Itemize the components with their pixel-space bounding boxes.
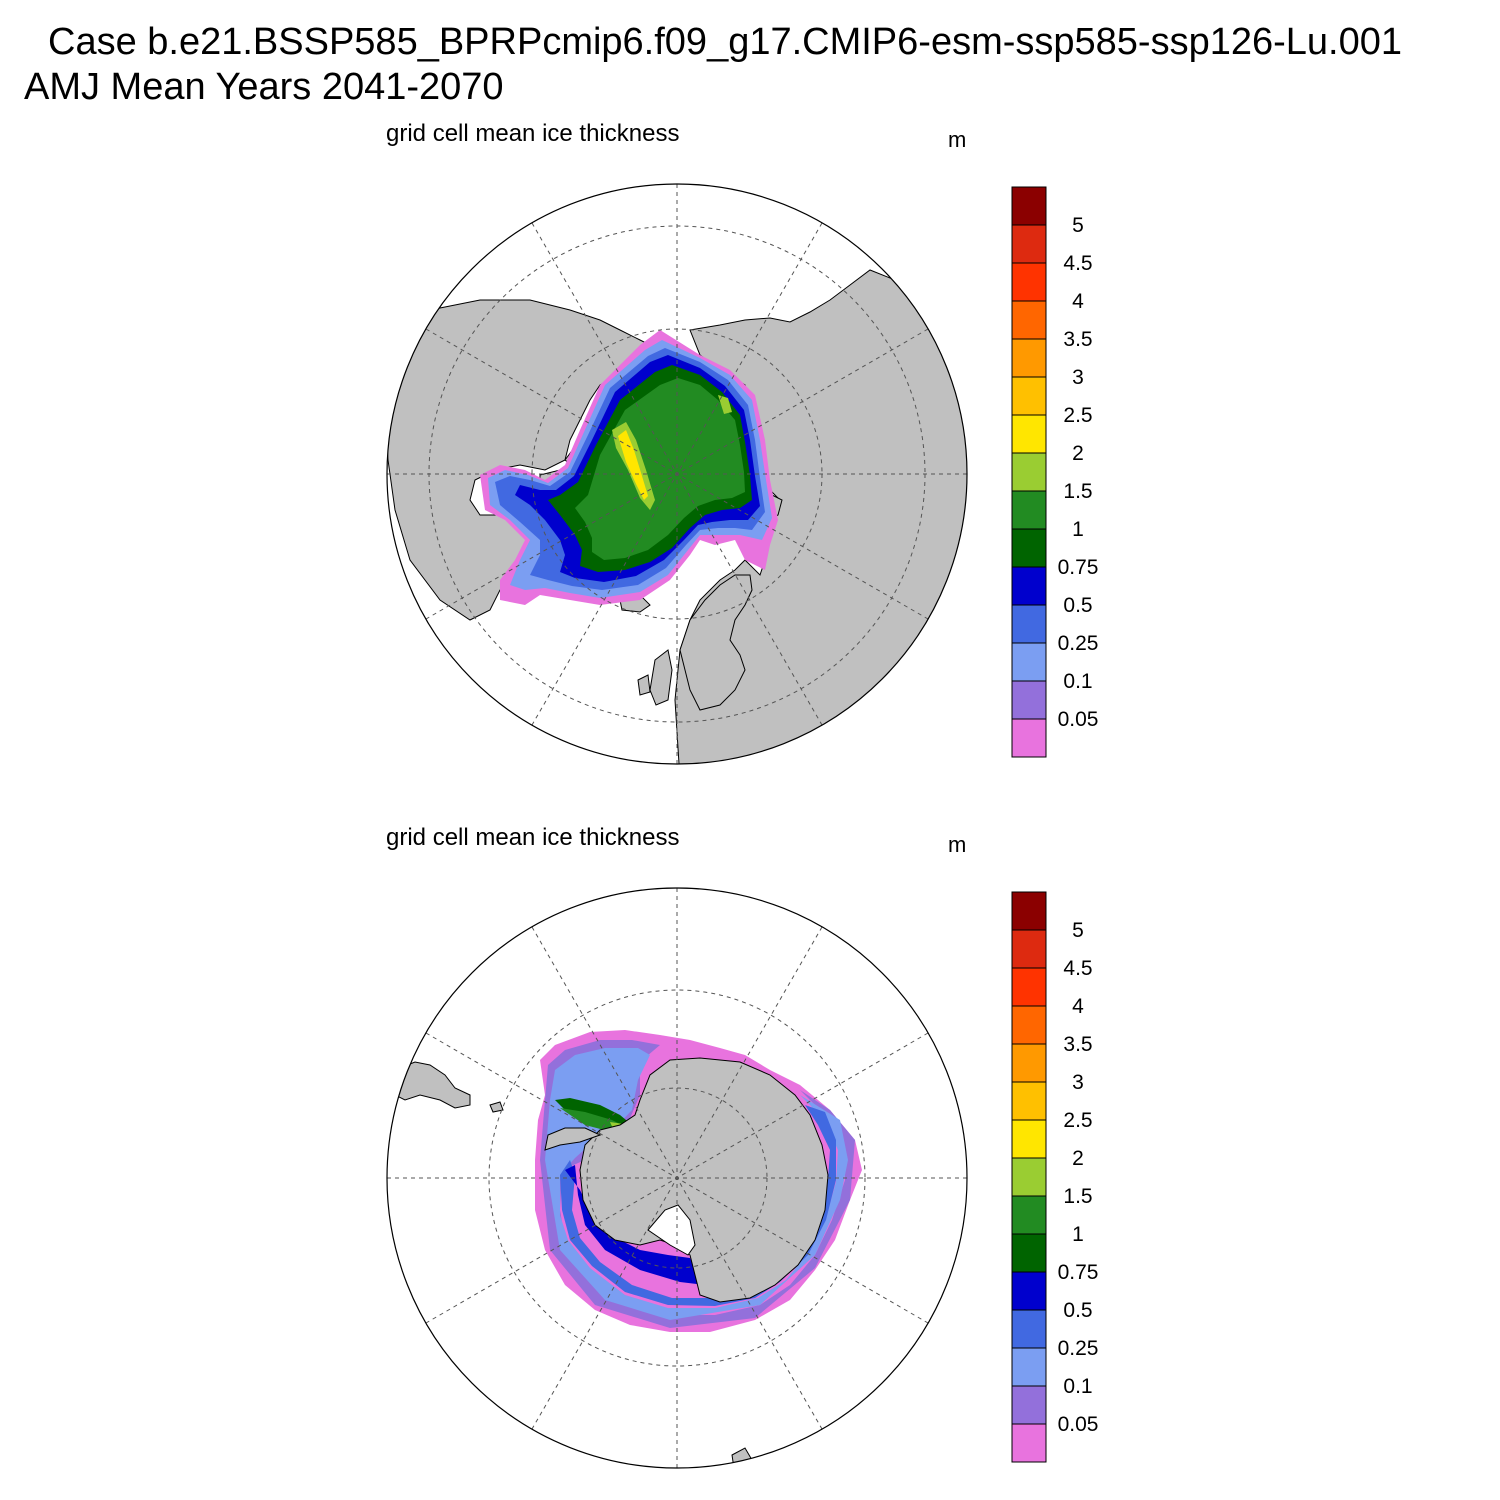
colorbar-tick-label: 2.5	[1063, 1109, 1092, 1132]
colorbar-swatch	[1011, 604, 1047, 644]
colorbar-tick-label: 3.5	[1063, 328, 1092, 351]
colorbar-swatch	[1011, 929, 1047, 969]
colorbar-tick-label: 0.1	[1063, 1375, 1092, 1398]
colorbar-tick-label: 0.05	[1058, 708, 1099, 731]
colorbar-tick-label: 4	[1072, 290, 1084, 313]
colorbar-tick-label: 3	[1072, 1071, 1084, 1094]
colorbar-tick-label: 0.25	[1058, 1337, 1099, 1360]
colorbar-tick-label: 0.1	[1063, 670, 1092, 693]
colorbar-swatch	[1011, 1271, 1047, 1311]
colorbar-swatch	[1011, 1309, 1047, 1349]
colorbar-tick-label: 1.5	[1063, 480, 1092, 503]
colorbar-tick-label: 0.75	[1058, 1261, 1099, 1284]
arctic-map-border	[386, 183, 968, 765]
ice-band-1-5	[560, 1108, 628, 1132]
colorbar-south: 0.05 0.1 0.25 0.5 0.75 1 1.5 2 2.5 3 3.5 4 4.5 5	[1011, 891, 1099, 1463]
colorbar-swatch	[1011, 1347, 1047, 1387]
colorbar-tick-label: 4.5	[1063, 957, 1092, 980]
colorbar-tick-label: 3.5	[1063, 1033, 1092, 1056]
antarctic-meridian	[425, 1032, 929, 1324]
colorbar-tick-label: 4	[1072, 995, 1084, 1018]
arctic-map	[386, 183, 968, 765]
colorbar-tick-label: 1	[1072, 1223, 1084, 1246]
ice-band-0-75	[565, 1165, 705, 1285]
colorbar-swatch	[1011, 1233, 1047, 1273]
colorbar-tick-label: 2	[1072, 1147, 1084, 1170]
colorbar-swatch	[1011, 566, 1047, 606]
north-panel-title: grid cell mean ice thickness	[386, 120, 680, 147]
arctic-sea-ice	[480, 330, 778, 605]
colorbar-swatch	[1011, 338, 1047, 378]
figure-title-case: Case b.e21.BSSP585_BPRPcmip6.f09_g17.CMI…	[48, 21, 1402, 63]
ice-band-2	[618, 430, 648, 500]
colorbar-swatch	[1011, 1119, 1047, 1159]
colorbar-tick-label: 2.5	[1063, 404, 1092, 427]
colorbar-tick-label: 0.05	[1058, 1413, 1099, 1436]
colorbar-tick-label: 3	[1072, 366, 1084, 389]
antarctic-graticule	[387, 888, 967, 1468]
colorbar-swatch	[1011, 452, 1047, 492]
colorbar-swatch	[1011, 186, 1047, 226]
ice-band-1	[575, 378, 745, 560]
colorbar-swatch	[1011, 967, 1047, 1007]
colorbar-north: 0.05 0.1 0.25 0.5 0.75 1 1.5 2 2.5 3 3.5 4 4.5 5	[1011, 186, 1099, 758]
colorbar-tick-label: 1	[1072, 518, 1084, 541]
colorbar-swatch	[1011, 224, 1047, 264]
colorbar-swatch	[1011, 1081, 1047, 1121]
colorbar-tick-label: 0.5	[1063, 1299, 1092, 1322]
colorbar-tick-label: 4.5	[1063, 252, 1092, 275]
antarctic-map	[386, 887, 968, 1469]
colorbar-tick-label: 0.25	[1058, 632, 1099, 655]
falkland-islands-landmass	[489, 1101, 504, 1113]
colorbar-swatch	[1011, 680, 1047, 720]
ireland-landmass	[637, 674, 651, 696]
colorbar-swatch	[1011, 262, 1047, 302]
colorbar-swatch	[1011, 490, 1047, 530]
colorbar-swatch	[1011, 1195, 1047, 1235]
colorbar-swatch	[1011, 528, 1047, 568]
colorbar-swatch	[1011, 642, 1047, 682]
antarctic-peninsula	[544, 1127, 602, 1151]
colorbar-swatch	[1011, 1385, 1047, 1425]
ice-band-1-5-east	[718, 395, 732, 414]
antarctic-map-border	[386, 887, 968, 1469]
colorbar-swatch	[1011, 718, 1047, 758]
colorbar-swatch	[1011, 414, 1047, 454]
ross-ice-shelf	[647, 1204, 696, 1256]
colorbar-swatch	[1011, 1157, 1047, 1197]
arctic-graticule	[387, 184, 967, 764]
antarctica-landmass	[579, 1057, 829, 1303]
scandinavia-landmass	[679, 574, 753, 711]
colorbar-swatch	[1011, 300, 1047, 340]
colorbar-tick-label: 0.5	[1063, 594, 1092, 617]
antarctic-latitude-circle	[488, 989, 866, 1367]
colorbar-tick-label: 0.75	[1058, 556, 1099, 579]
colorbar-tick-label: 5	[1072, 919, 1084, 942]
colorbar-tick-label: 1.5	[1063, 1185, 1092, 1208]
colorbar-tick-label: 2	[1072, 442, 1084, 465]
ice-band-1	[555, 1098, 632, 1125]
colorbar-swatch	[1011, 1423, 1047, 1463]
south-panel-title: grid cell mean ice thickness	[386, 824, 680, 851]
colorbar-swatch	[1011, 1005, 1047, 1045]
colorbar-tick-label: 5	[1072, 214, 1084, 237]
arctic-meridian	[425, 328, 929, 620]
north-panel-units: m	[948, 127, 967, 152]
colorbar-swatch	[1011, 1043, 1047, 1083]
colorbar-swatch	[1011, 891, 1047, 931]
figure-title-period: AMJ Mean Years 2041-2070	[24, 66, 504, 108]
south-america-landmass	[394, 1061, 471, 1109]
south-panel-units: m	[948, 832, 967, 857]
colorbar-swatch	[1011, 376, 1047, 416]
